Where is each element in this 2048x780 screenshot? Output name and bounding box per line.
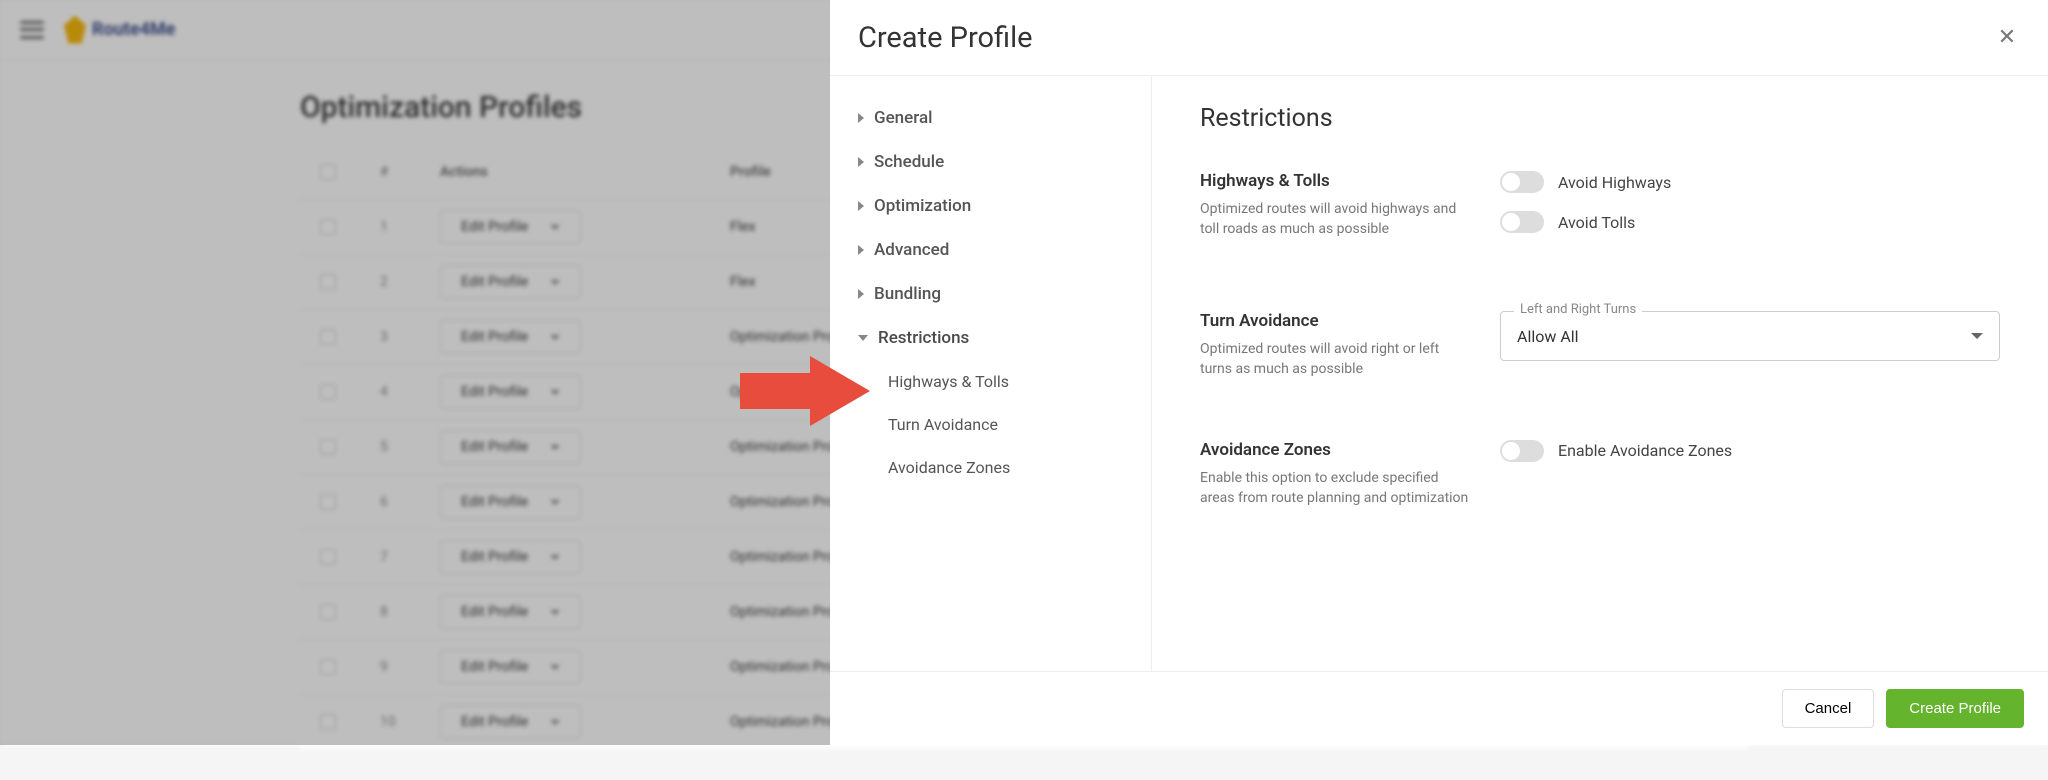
chevron-right-icon — [858, 245, 864, 255]
section-highways: Highways & Tolls Optimized routes will a… — [1200, 171, 2000, 251]
section-heading: Avoidance Zones — [1200, 440, 1470, 460]
toggle-label: Enable Avoidance Zones — [1558, 441, 1732, 460]
section-turn: Turn Avoidance Optimized routes will avo… — [1200, 311, 2000, 380]
chevron-right-icon — [858, 289, 864, 299]
toggle-label: Avoid Tolls — [1558, 213, 1635, 232]
modal-content: Restrictions Highways & Tolls Optimized … — [1152, 76, 2048, 671]
chevron-right-icon — [858, 201, 864, 211]
nav-sub-highways[interactable]: Highways & Tolls — [830, 360, 1151, 403]
close-icon[interactable]: ✕ — [1990, 21, 2024, 55]
section-desc: Enable this option to exclude specified … — [1200, 468, 1470, 509]
select-value: Allow All — [1517, 327, 1579, 346]
section-zones: Avoidance Zones Enable this option to ex… — [1200, 440, 2000, 509]
turn-avoidance-select[interactable]: Allow All — [1500, 311, 2000, 361]
avoidance-zones-toggle[interactable] — [1500, 440, 1544, 462]
modal-sidebar: General Schedule Optimization Advanced B… — [830, 76, 1152, 671]
chevron-right-icon — [858, 113, 864, 123]
cancel-button[interactable]: Cancel — [1782, 689, 1875, 728]
avoid-highways-toggle[interactable] — [1500, 171, 1544, 193]
select-legend: Left and Right Turns — [1514, 302, 1642, 317]
nav-general[interactable]: General — [830, 96, 1151, 140]
nav-optimization[interactable]: Optimization — [830, 184, 1151, 228]
nav-label: Schedule — [874, 152, 944, 172]
modal-title: Create Profile — [858, 21, 1033, 55]
avoid-tolls-toggle[interactable] — [1500, 211, 1544, 233]
nav-label: Restrictions — [878, 328, 969, 348]
nav-schedule[interactable]: Schedule — [830, 140, 1151, 184]
chevron-down-icon — [858, 335, 868, 341]
section-desc: Optimized routes will avoid highways and… — [1200, 199, 1470, 240]
nav-label: Optimization — [874, 196, 971, 216]
section-desc: Optimized routes will avoid right or lef… — [1200, 339, 1470, 380]
caret-down-icon — [1971, 333, 1983, 339]
nav-label: Advanced — [874, 240, 949, 260]
create-profile-modal: Create Profile ✕ General Schedule Optimi… — [830, 0, 2048, 745]
section-heading: Highways & Tolls — [1200, 171, 1470, 191]
content-title: Restrictions — [1200, 104, 2000, 133]
toggle-label: Avoid Highways — [1558, 173, 1671, 192]
modal-header: Create Profile ✕ — [830, 0, 2048, 76]
nav-sub-turn[interactable]: Turn Avoidance — [830, 403, 1151, 446]
modal-footer: Cancel Create Profile — [830, 671, 2048, 745]
nav-label: Bundling — [874, 284, 941, 304]
nav-advanced[interactable]: Advanced — [830, 228, 1151, 272]
nav-sub-zones[interactable]: Avoidance Zones — [830, 446, 1151, 489]
nav-bundling[interactable]: Bundling — [830, 272, 1151, 316]
section-heading: Turn Avoidance — [1200, 311, 1470, 331]
chevron-right-icon — [858, 157, 864, 167]
create-profile-button[interactable]: Create Profile — [1886, 689, 2024, 728]
nav-label: General — [874, 108, 932, 128]
nav-restrictions[interactable]: Restrictions — [830, 316, 1151, 360]
turn-select-wrap: Left and Right Turns Allow All — [1500, 311, 2000, 361]
